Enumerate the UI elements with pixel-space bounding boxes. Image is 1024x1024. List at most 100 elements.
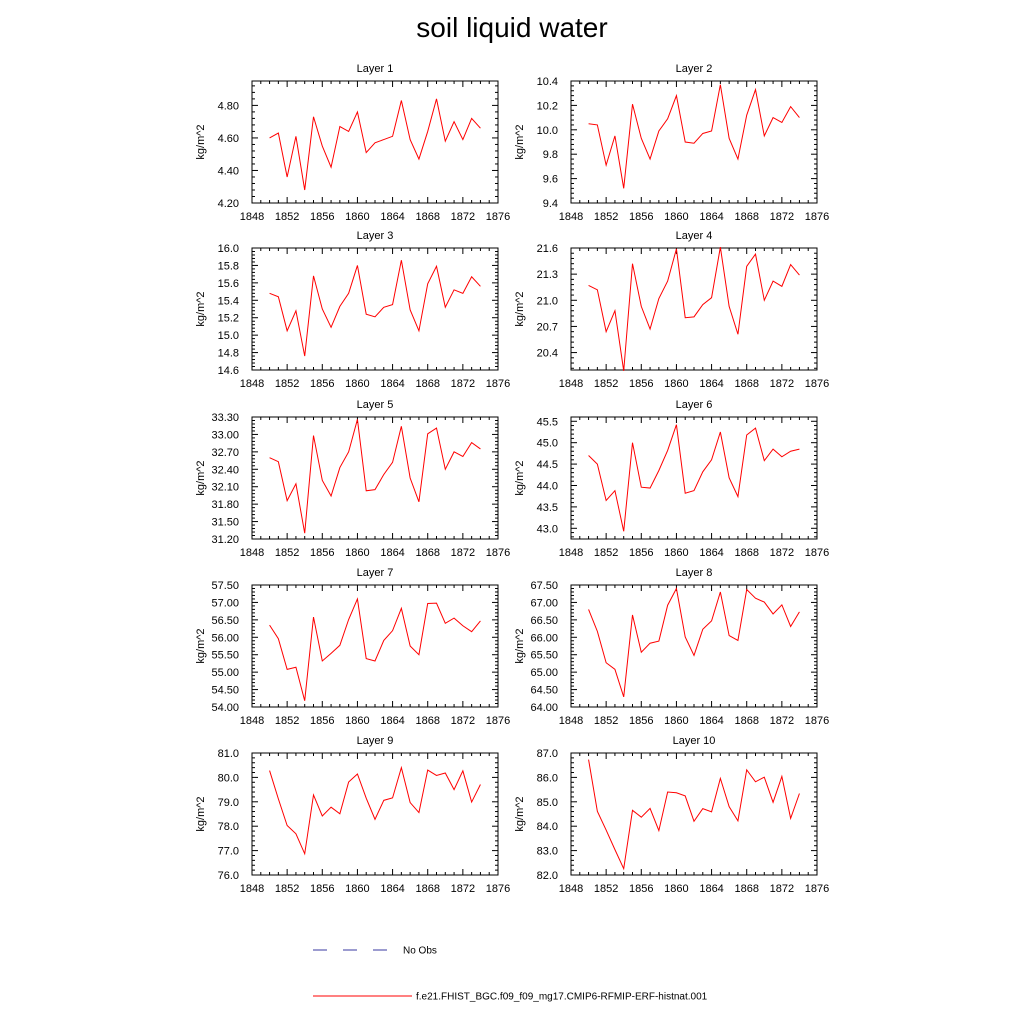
x-tick-label: 1876 — [805, 547, 829, 559]
series-line — [588, 84, 800, 189]
plot-frame — [251, 584, 499, 708]
plot-frame — [251, 80, 499, 204]
x-tick-label: 1868 — [734, 883, 758, 895]
x-tick-label: 1860 — [345, 378, 369, 390]
x-tick-label: 1852 — [594, 715, 618, 727]
chart-panel-4: Layer 4 kg/m^2 1848 1852 1856 1860 1864 1868 187… — [514, 230, 829, 390]
y-axis-label: kg/m^2 — [195, 796, 207, 831]
x-tick-label: 1848 — [559, 378, 583, 390]
x-tick-label: 1872 — [451, 883, 475, 895]
x-tick-label: 1852 — [594, 547, 618, 559]
x-tick-label: 1856 — [629, 211, 653, 223]
x-tick-label: 1848 — [240, 211, 264, 223]
panel-title: Layer 7 — [357, 567, 394, 579]
plot-frame — [570, 584, 818, 708]
y-tick-label: 4.60 — [218, 133, 239, 145]
chart-panel-6: Layer 6 kg/m^2 1848 1852 1856 1860 1864 1868 187… — [514, 399, 829, 559]
y-tick-label: 21.6 — [537, 243, 558, 255]
x-tick-label: 1876 — [486, 547, 510, 559]
x-tick-label: 1852 — [594, 378, 618, 390]
y-tick-label: 20.4 — [537, 348, 558, 360]
y-tick-label: 76.0 — [218, 870, 239, 882]
y-axis-label: kg/m^2 — [195, 291, 207, 326]
y-tick-label: 32.70 — [211, 447, 239, 459]
y-tick-label: 79.0 — [218, 797, 239, 809]
y-tick-label: 86.0 — [537, 772, 558, 784]
x-tick-label: 1872 — [451, 547, 475, 559]
panel-title: Layer 6 — [676, 399, 713, 411]
x-tick-label: 1848 — [240, 883, 264, 895]
plot-frame — [251, 247, 499, 371]
x-tick-label: 1860 — [345, 883, 369, 895]
y-axis-label: kg/m^2 — [514, 291, 526, 326]
x-tick-label: 1872 — [770, 883, 794, 895]
y-tick-label: 85.0 — [537, 797, 558, 809]
y-tick-label: 67.50 — [530, 580, 558, 592]
chart-panel-3: Layer 3 kg/m^2 1848 1852 1856 1860 1864 1868 187… — [195, 230, 510, 390]
series-line — [269, 419, 481, 534]
x-tick-label: 1868 — [415, 211, 439, 223]
y-tick-label: 56.00 — [211, 632, 239, 644]
chart-panel-9: Layer 9 kg/m^2 1848 1852 1856 1860 1864 1868 187… — [195, 735, 510, 895]
x-tick-label: 1864 — [380, 547, 404, 559]
y-tick-label: 43.0 — [537, 523, 558, 535]
plot-frame — [570, 416, 818, 540]
y-tick-label: 15.0 — [218, 330, 239, 342]
x-tick-label: 1852 — [275, 883, 299, 895]
x-tick-label: 1864 — [380, 883, 404, 895]
chart-panel-10: Layer 10 kg/m^2 1848 1852 1856 1860 1864 1868 18… — [514, 735, 829, 895]
y-axis-label: kg/m^2 — [195, 124, 207, 159]
series-line — [269, 597, 481, 701]
x-tick-label: 1848 — [559, 715, 583, 727]
y-tick-label: 16.0 — [218, 243, 239, 255]
x-tick-label: 1848 — [559, 211, 583, 223]
x-tick-label: 1876 — [486, 211, 510, 223]
series-line — [588, 759, 800, 871]
panel-title: Layer 4 — [676, 230, 713, 242]
y-tick-label: 15.6 — [218, 278, 239, 290]
x-tick-label: 1876 — [805, 211, 829, 223]
x-tick-label: 1856 — [629, 547, 653, 559]
plot-frame — [570, 752, 818, 876]
y-tick-label: 43.5 — [537, 502, 558, 514]
y-tick-label: 32.10 — [211, 482, 239, 494]
x-tick-label: 1864 — [699, 211, 723, 223]
x-tick-label: 1864 — [699, 378, 723, 390]
x-tick-label: 1848 — [240, 547, 264, 559]
x-tick-label: 1852 — [275, 211, 299, 223]
chart-panel-2: Layer 2 kg/m^2 1848 1852 1856 1860 1864 1868 187… — [514, 63, 829, 223]
y-tick-label: 65.50 — [530, 650, 558, 662]
y-tick-label: 45.0 — [537, 438, 558, 450]
x-tick-label: 1860 — [664, 378, 688, 390]
y-tick-label: 55.00 — [211, 667, 239, 679]
x-tick-label: 1856 — [310, 715, 334, 727]
y-tick-label: 67.00 — [530, 597, 558, 609]
y-tick-label: 10.0 — [537, 125, 558, 137]
x-tick-label: 1860 — [345, 715, 369, 727]
legend: No Obs f.e21.FHIST_BGC.f09_f09_mg17.CMIP… — [313, 946, 708, 1003]
y-tick-label: 65.00 — [530, 667, 558, 679]
plot-frame — [251, 416, 499, 540]
series-line — [588, 586, 800, 698]
series-line — [269, 98, 481, 191]
y-tick-label: 15.4 — [218, 295, 239, 307]
y-tick-label: 4.20 — [218, 198, 239, 210]
y-axis-label: kg/m^2 — [514, 796, 526, 831]
x-tick-label: 1848 — [240, 715, 264, 727]
x-tick-label: 1852 — [594, 211, 618, 223]
y-tick-label: 15.2 — [218, 313, 239, 325]
y-tick-label: 33.00 — [211, 429, 239, 441]
x-tick-label: 1872 — [770, 211, 794, 223]
plot-frame — [251, 752, 499, 876]
x-tick-label: 1872 — [451, 715, 475, 727]
y-tick-label: 45.5 — [537, 416, 558, 428]
y-tick-label: 81.0 — [218, 748, 239, 760]
y-axis-label: kg/m^2 — [514, 628, 526, 663]
y-axis-label: kg/m^2 — [514, 460, 526, 495]
x-tick-label: 1868 — [734, 715, 758, 727]
x-tick-label: 1856 — [310, 378, 334, 390]
x-tick-label: 1868 — [734, 211, 758, 223]
series-line — [588, 424, 800, 532]
